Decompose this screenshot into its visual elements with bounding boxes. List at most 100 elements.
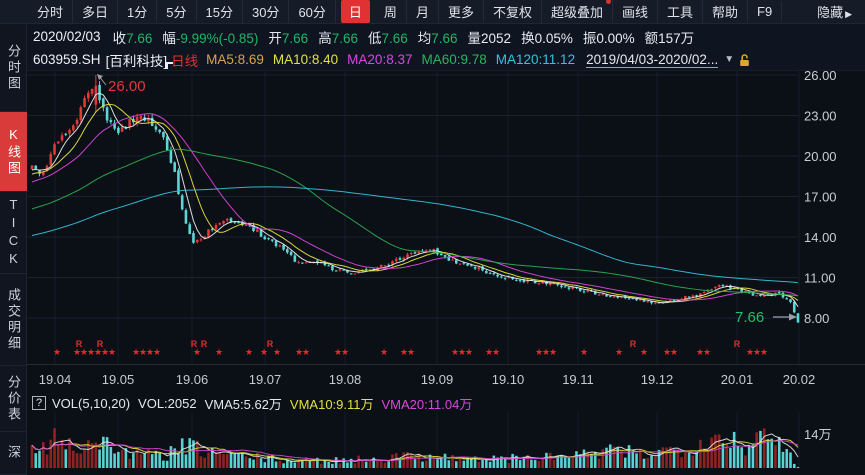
left-sidebar: 分时图 K线图 TICK 成交明细 分价表深: [0, 24, 27, 475]
svg-text:20.01: 20.01: [721, 372, 754, 387]
toolbar-item-weekly[interactable]: 周: [375, 0, 407, 23]
toolbar-item-no-adjust[interactable]: 不复权: [484, 0, 542, 23]
svg-text:★: ★: [341, 347, 349, 357]
sidebar-item-depth[interactable]: 深: [0, 432, 27, 475]
toolbar-item-monthly[interactable]: 月: [407, 0, 439, 23]
svg-text:★: ★: [746, 347, 754, 357]
sidebar-item-tick[interactable]: TICK: [0, 192, 27, 274]
svg-text:★: ★: [334, 347, 342, 357]
event-markers: ★ ★★★★★★ ★★★★ ★ ★ ★ ★ ★ ★★ ★★ ★ ★★ ★★★ ★★ ★★★ ★ ★ ★ ★★ ★★ ★★…: [53, 339, 768, 357]
toolbar-item-minute-chart[interactable]: 分时: [28, 0, 74, 23]
volume-indicator-bar: ? VOL(5,10,20) VOL:2052 VMA5:5.62万 VMA10:9.…: [27, 394, 865, 412]
stock-name: [百利科技]: [105, 53, 168, 69]
svg-text:★: ★: [153, 347, 161, 357]
svg-text:★: ★: [87, 347, 95, 357]
svg-text:R: R: [76, 339, 83, 349]
svg-text:★: ★: [273, 347, 281, 357]
unlock-icon[interactable]: [738, 53, 751, 67]
svg-text:★: ★: [615, 347, 623, 357]
ma-legend-ma60: MA60:9.78: [421, 52, 487, 67]
svg-text:14.00: 14.00: [804, 230, 837, 245]
svg-text:★: ★: [703, 347, 711, 357]
svg-text:★: ★: [407, 347, 415, 357]
svg-text:★: ★: [215, 347, 223, 357]
svg-text:11.00: 11.00: [804, 271, 836, 286]
svg-text:★: ★: [451, 347, 459, 357]
svg-text:R: R: [630, 339, 637, 349]
mouse-cursor: [166, 62, 173, 69]
ma-legend-ma5: MA5:8.69: [206, 52, 264, 67]
toolbar-item-f9[interactable]: F9: [748, 2, 783, 21]
volume-legend-vma5: VMA5:5.62万: [204, 396, 282, 412]
notification-dot: [606, 0, 611, 4]
svg-text:★: ★: [580, 347, 588, 357]
sidebar-item-trade-detail[interactable]: 成交明细: [0, 274, 27, 366]
svg-text:★: ★: [80, 347, 88, 357]
svg-text:★: ★: [400, 347, 408, 357]
toolbar-item-tools[interactable]: 工具: [658, 0, 704, 23]
toolbar-item-more[interactable]: 更多: [439, 0, 484, 23]
svg-text:★: ★: [295, 347, 303, 357]
svg-text:19.12: 19.12: [641, 372, 674, 387]
volume-legend-vol-params: VOL(5,10,20): [52, 395, 131, 411]
svg-text:★: ★: [302, 347, 310, 357]
date-range-selector[interactable]: 2019/04/03-2020/02...: [586, 51, 719, 68]
svg-text:19.04: 19.04: [39, 372, 72, 387]
toolbar-item-hide[interactable]: 隐藏 ▶: [817, 5, 852, 20]
chevron-down-icon[interactable]: ▼: [724, 54, 735, 65]
help-icon[interactable]: ?: [32, 396, 46, 410]
svg-text:23.00: 23.00: [804, 109, 837, 124]
svg-text:★: ★: [696, 347, 704, 357]
svg-text:★: ★: [670, 347, 678, 357]
toolbar-item-30min[interactable]: 30分: [243, 0, 290, 23]
svg-text:19.10: 19.10: [492, 372, 525, 387]
svg-text:17.00: 17.00: [804, 190, 837, 205]
svg-text:★: ★: [101, 347, 109, 357]
sidebar-item-intraday-chart[interactable]: 分时图: [0, 24, 27, 112]
volume-pane: 14万: [30, 427, 831, 468]
svg-text:19.06: 19.06: [176, 372, 209, 387]
price-axis: 26.00 23.00 20.00 17.00 14.00 11.00 8.00: [804, 71, 837, 326]
svg-text:26.00: 26.00: [804, 71, 837, 83]
top-toolbar: 分时 多日 1分 5分 15分 30分 60分日周月更多 不复权 超级叠加 画线 工具 帮助 F9 隐藏 ▶: [0, 0, 865, 24]
volume-legend-vma10: VMA10:9.11万: [289, 396, 374, 412]
svg-text:★: ★: [663, 347, 671, 357]
quote-field-change: 幅-9.99%(-0.85): [162, 30, 259, 46]
toolbar-item-help[interactable]: 帮助: [703, 0, 749, 23]
svg-text:★: ★: [53, 347, 61, 357]
svg-text:R: R: [267, 339, 274, 349]
toolbar-item-15min[interactable]: 15分: [197, 0, 243, 23]
svg-text:7.66: 7.66: [735, 309, 764, 326]
svg-text:★: ★: [549, 347, 557, 357]
toolbar-item-5min[interactable]: 5分: [157, 0, 197, 23]
quote-field-close: 收7.66: [112, 30, 153, 46]
toolbar-item-1min[interactable]: 1分: [118, 0, 158, 23]
toolbar-item-multi-day[interactable]: 多日: [73, 0, 119, 23]
toolbar-item-daily[interactable]: 日: [340, 0, 370, 23]
quote-field-amplitude: 振0.00%: [582, 30, 635, 46]
svg-text:★: ★: [108, 347, 116, 357]
svg-text:R: R: [201, 339, 208, 349]
svg-text:R: R: [191, 339, 198, 349]
toolbar-item-60min[interactable]: 60分: [289, 0, 336, 23]
svg-text:★: ★: [73, 347, 81, 357]
toolbar-item-draw-line[interactable]: 画线: [613, 0, 659, 23]
svg-text:★: ★: [485, 347, 493, 357]
svg-text:★: ★: [465, 347, 473, 357]
quote-field-high: 高7.66: [318, 30, 358, 46]
sidebar-item-price-volume-table[interactable]: 分价表: [0, 366, 27, 432]
ma-lines: [31, 92, 799, 307]
quote-field-amount: 额157万: [644, 30, 695, 46]
time-axis: 19.04 19.05 19.06 19.07 19.08 19.09 19.10 19.11…: [39, 372, 816, 387]
svg-text:8.00: 8.00: [804, 311, 829, 326]
ma-legend-ma20: MA20:8.37: [347, 52, 413, 67]
info-bar: 603959.SH [百利科技] 日线 MA5:8.69 MA10:8.40 MA2…: [27, 49, 865, 71]
svg-text:★: ★: [146, 347, 154, 357]
svg-text:★: ★: [760, 347, 768, 357]
svg-text:★: ★: [753, 347, 761, 357]
toolbar-item-super-overlay[interactable]: 超级叠加: [542, 0, 613, 23]
sidebar-item-kline-chart[interactable]: K线图: [0, 112, 27, 192]
period-label: 日线: [171, 53, 199, 69]
